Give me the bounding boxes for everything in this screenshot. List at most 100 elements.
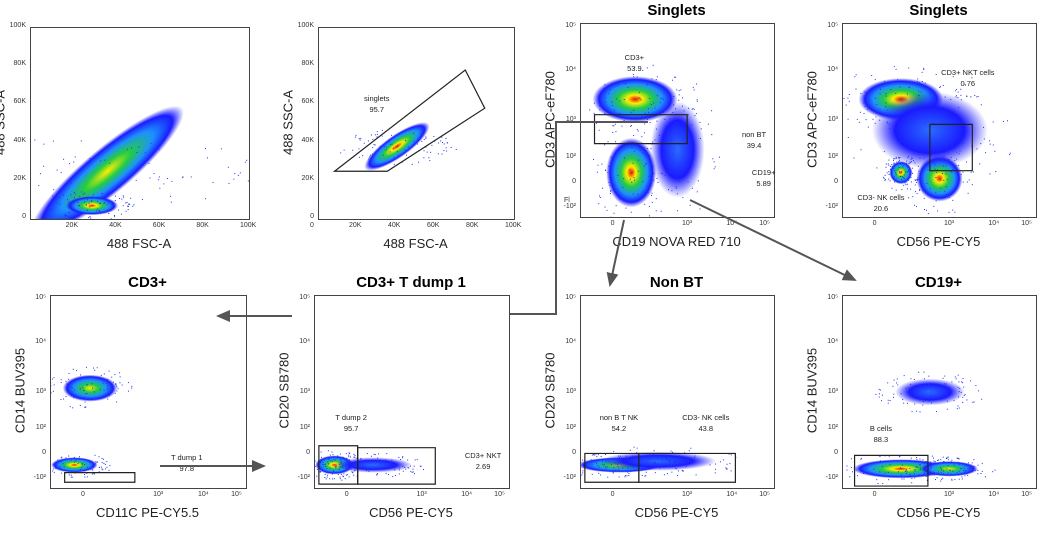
event-dot bbox=[933, 457, 935, 459]
event-dot bbox=[938, 154, 940, 156]
event-dot bbox=[372, 138, 374, 140]
event-dot bbox=[99, 211, 101, 213]
event-dot bbox=[976, 148, 978, 150]
event-dot bbox=[104, 159, 106, 161]
event-dot bbox=[651, 115, 653, 117]
x-axis-label: 488 FSC-A bbox=[106, 236, 172, 251]
event-dot bbox=[342, 456, 344, 458]
event-dot bbox=[68, 211, 70, 213]
event-dot bbox=[632, 171, 634, 173]
event-dot bbox=[368, 470, 370, 472]
event-dot bbox=[66, 383, 68, 385]
cell-population bbox=[51, 457, 98, 473]
event-dot bbox=[138, 146, 140, 148]
event-dot bbox=[613, 212, 615, 214]
event-dot bbox=[600, 455, 602, 457]
event-dot bbox=[170, 195, 172, 197]
event-dot bbox=[324, 476, 326, 478]
gate-value: 53.9 bbox=[627, 63, 642, 73]
event-dot bbox=[907, 166, 909, 168]
event-dot bbox=[903, 174, 905, 176]
event-dot bbox=[633, 150, 635, 152]
event-dot bbox=[878, 396, 880, 398]
event-dot bbox=[635, 120, 637, 122]
event-dot bbox=[342, 467, 344, 469]
event-dot bbox=[390, 144, 392, 146]
event-dot bbox=[320, 461, 322, 463]
event-dot bbox=[958, 381, 960, 383]
event-dot bbox=[343, 473, 345, 475]
event-dot bbox=[906, 171, 908, 173]
event-dot bbox=[863, 472, 865, 474]
event-dot bbox=[247, 180, 249, 182]
event-dot bbox=[914, 184, 916, 186]
density-plot bbox=[843, 66, 1011, 215]
event-dot bbox=[128, 205, 130, 207]
event-dot bbox=[913, 153, 915, 155]
event-dot bbox=[930, 461, 932, 463]
y-tick-label: 20K bbox=[13, 174, 26, 182]
event-dot bbox=[81, 462, 83, 464]
event-dot bbox=[348, 476, 350, 478]
plot-title: Singlets bbox=[647, 2, 706, 19]
event-dot bbox=[945, 165, 947, 167]
event-dot bbox=[376, 473, 378, 475]
event-dot bbox=[664, 118, 666, 120]
y-tick-label: 0 bbox=[306, 449, 310, 457]
event-dot bbox=[84, 476, 86, 478]
y-tick-label: 10³ bbox=[565, 116, 576, 124]
event-dot bbox=[610, 156, 612, 158]
event-dot bbox=[381, 135, 383, 137]
event-dot bbox=[402, 470, 404, 472]
event-dot bbox=[914, 403, 916, 405]
gate-value: 39.4 bbox=[746, 140, 762, 150]
event-dot bbox=[967, 475, 969, 477]
event-dot bbox=[881, 394, 883, 396]
event-dot bbox=[389, 151, 391, 153]
event-dot bbox=[89, 461, 91, 463]
event-dot bbox=[933, 150, 935, 152]
event-dot bbox=[855, 88, 857, 90]
y-tick-label: -10² bbox=[825, 203, 838, 211]
event-dot bbox=[594, 459, 596, 461]
gate-label: B cells 88.3 bbox=[851, 423, 911, 445]
event-dot bbox=[346, 474, 348, 476]
event-dot bbox=[909, 173, 911, 175]
event-dot bbox=[329, 454, 331, 456]
event-dot bbox=[930, 402, 932, 404]
event-dot bbox=[650, 148, 652, 150]
event-dot bbox=[339, 453, 341, 455]
event-dot bbox=[903, 184, 905, 186]
event-dot bbox=[883, 80, 885, 82]
event-dot bbox=[645, 475, 647, 477]
event-dot bbox=[931, 121, 933, 123]
event-dot bbox=[888, 174, 890, 176]
x-tick-label: 10⁵ bbox=[494, 491, 505, 498]
event-dot bbox=[379, 463, 381, 465]
event-dot bbox=[919, 385, 921, 387]
event-dot bbox=[898, 160, 900, 162]
event-dot bbox=[65, 457, 67, 459]
gate-label: CD3- NK cells 20.6 bbox=[851, 192, 911, 214]
event-dot bbox=[895, 174, 897, 176]
cell-population bbox=[62, 374, 118, 402]
event-dot bbox=[970, 171, 972, 173]
event-dot bbox=[158, 179, 160, 181]
event-dot bbox=[942, 113, 944, 115]
event-dot bbox=[594, 454, 596, 456]
event-dot bbox=[394, 474, 396, 476]
y-tick-label: 100K bbox=[297, 22, 314, 29]
event-dot bbox=[52, 140, 54, 142]
event-dot bbox=[902, 399, 904, 401]
event-dot bbox=[905, 180, 907, 182]
event-dot bbox=[949, 469, 951, 471]
gate-label: CD3+ NKT cells 0.76 bbox=[938, 67, 998, 89]
event-dot bbox=[958, 470, 960, 472]
event-dot bbox=[206, 157, 208, 159]
event-dot bbox=[913, 204, 915, 206]
event-dot bbox=[106, 461, 108, 463]
event-dot bbox=[923, 168, 925, 170]
event-dot bbox=[388, 140, 390, 142]
event-dot bbox=[662, 173, 664, 175]
x-tick-label: 10⁴ bbox=[726, 491, 738, 498]
